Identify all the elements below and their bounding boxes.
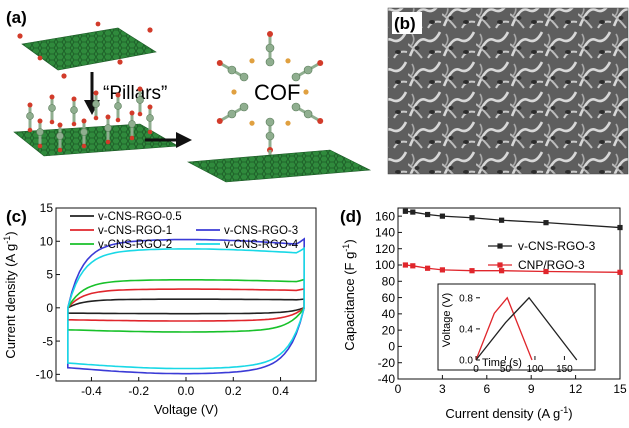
capacitance-point: [617, 269, 623, 275]
arrow-right-icon: [145, 132, 192, 148]
capacitance-point: [543, 268, 549, 275]
cof-label: COF: [254, 80, 300, 105]
legend-entry: v-CNS-RGO-4: [224, 239, 299, 251]
inset-xtick-label: 100: [527, 364, 544, 375]
inset-xtick-label: 50: [500, 364, 512, 375]
capacitance-point: [410, 209, 416, 215]
chart-c-xtick-label: -0.4: [81, 384, 102, 398]
cv-curve-5: [67, 246, 305, 370]
legend-entry: v-CNS-RGO-1: [98, 225, 172, 237]
inset-xtick-label: 0: [473, 364, 479, 375]
legend-marker: [497, 243, 503, 249]
charge-discharge-curve-2: [475, 296, 578, 361]
chart-cv: (c) -0.4 -0.2 0.0 0.2 0.4 -10 -5 0 5 10 15 v-CNS-R…: [2, 201, 317, 417]
capacitance-point: [469, 268, 475, 274]
cv-curve-4: [67, 237, 305, 375]
panel-b: (b): [387, 7, 629, 175]
panel-a-label: (a): [6, 8, 27, 27]
inset-frame: [437, 283, 596, 371]
chart-c-xtick-label: 0.2: [225, 384, 242, 398]
panel-d-label: (d): [340, 207, 362, 226]
chart-d-xtick-label: 9: [528, 382, 535, 396]
chart-capacitance: (d) 0 3 6 9 12 15-40-20020406080100120140160 …: [340, 207, 627, 421]
inset-xlabel: Time (s): [482, 357, 522, 369]
capacitance-point: [439, 267, 445, 273]
capacitance-point: [402, 208, 408, 214]
capacitance-point: [499, 268, 505, 274]
legend-entry: v-CNS-RGO-2: [98, 239, 172, 251]
pillars-label: “Pillars”: [103, 83, 167, 104]
inset-ytick-label: 0.4: [459, 324, 473, 335]
capacitance-line-2: [405, 264, 621, 273]
graphene-sheet-top: [21, 27, 157, 71]
chart-d-ytick-label: 140: [375, 226, 395, 240]
capacitance-point: [439, 213, 445, 219]
capacitance-point: [402, 262, 408, 268]
chart-c-ytick-label: -10: [36, 368, 54, 382]
chart-d-xtick-label: 6: [483, 382, 490, 396]
chart-d-ylabel: Capacitance (F g-1): [341, 239, 357, 350]
chart-d-xtick-label: 12: [569, 382, 583, 396]
chart-c-xtick-label: 0.0: [178, 384, 195, 398]
chart-c-ylabel: Current density (A g-1): [2, 231, 18, 358]
capacitance-point: [410, 263, 416, 269]
chart-d-inset: 0 50 100 150 0.0 0.4 0.8 Time (s) Voltage (V): [437, 283, 596, 375]
chart-d-ytick-label: 20: [382, 323, 396, 337]
cv-curve-3: [67, 278, 305, 333]
chart-c-xtick-label: -0.2: [128, 384, 149, 398]
cof-molecule: [216, 31, 324, 169]
sem-image: [388, 8, 628, 174]
cv-curve-2: [67, 288, 305, 322]
inset-ytick-label: 0.0: [459, 356, 473, 367]
chart-d-frame: [397, 207, 621, 380]
chart-d-xtick-label: 0: [395, 382, 402, 396]
chart-d-xtick-label: 3: [439, 382, 446, 396]
chart-c-ytick-label: 0: [46, 301, 53, 315]
cv-curve-1: [67, 298, 305, 315]
chart-c-ytick-label: -5: [42, 334, 53, 348]
chart-d-xlabel: Current density (A g-1): [445, 405, 572, 421]
chart-c-xtick-label: 0.4: [272, 384, 289, 398]
panel-b-label: (b): [394, 14, 416, 33]
chart-d-ytick-label: 80: [382, 274, 396, 288]
capacitance-line-1: [405, 210, 621, 229]
chart-c-xlabel: Voltage (V): [154, 402, 218, 417]
pillar-molecules: [26, 86, 154, 153]
functional-groups-top: [17, 21, 153, 79]
chart-d-ytick-label: 60: [382, 291, 396, 305]
chart-d-ytick-label: 100: [375, 258, 395, 272]
inset-ytick-label: 0.8: [459, 293, 473, 304]
pillared-graphene-structure: [13, 86, 179, 157]
capacitance-point: [543, 220, 549, 226]
legend-entry: v-CNS-RGO-3: [518, 239, 596, 253]
legend-marker: [497, 262, 503, 268]
legend-entry: v-CNS-RGO-3: [224, 225, 298, 237]
inset-ylabel: Voltage (V): [441, 293, 453, 347]
capacitance-point: [425, 265, 431, 271]
chart-d-ytick-label: -20: [378, 356, 396, 370]
chart-d-ytick-label: 160: [375, 209, 395, 223]
capacitance-point: [617, 224, 623, 231]
chart-d-legend: v-CNS-RGO-3 CNP/RGO-3: [488, 239, 596, 272]
chart-d-ytick-label: -40: [378, 372, 396, 386]
capacitance-point: [469, 215, 475, 221]
chart-d-ytick-label: 40: [382, 307, 396, 321]
graphene-sheet-bottom-right: [186, 149, 372, 183]
chart-c-ytick-label: 15: [40, 201, 54, 215]
legend-entry: v-CNS-RGO-0.5: [98, 211, 182, 223]
charge-discharge-curve-1: [475, 296, 533, 361]
inset-xtick-label: 150: [556, 364, 573, 375]
chart-c-ytick-label: 10: [40, 234, 54, 248]
panel-c-label: (c): [6, 207, 27, 226]
capacitance-point: [425, 211, 431, 218]
panel-a: (a) “Pillars” COF: [6, 8, 372, 183]
chart-c-legend: v-CNS-RGO-0.5 v-CNS-RGO-1 v-CNS-RGO-2 v-CNS…: [70, 211, 299, 251]
chart-d-ytick-label: 120: [375, 242, 395, 256]
chart-d-ytick-label: 0: [388, 340, 395, 354]
chart-d-xtick-label: 15: [613, 382, 627, 396]
legend-entry: CNP/RGO-3: [518, 258, 585, 272]
chart-c-ytick-label: 5: [46, 268, 53, 282]
capacitance-point: [499, 217, 505, 223]
